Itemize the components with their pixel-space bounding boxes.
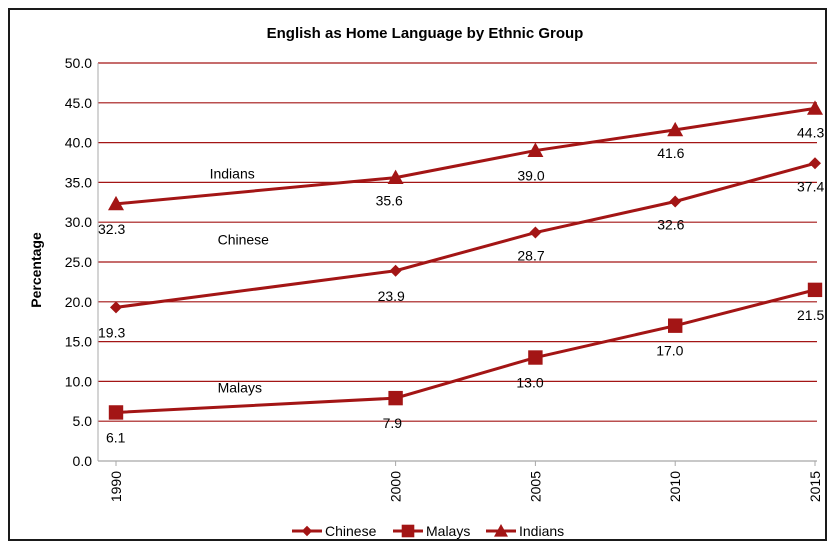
data-label: 32.3	[98, 221, 125, 237]
x-tick-label: 2005	[527, 471, 543, 502]
y-tick-label: 35.0	[65, 174, 92, 190]
data-label: 23.9	[378, 288, 405, 304]
data-label: 44.3	[797, 124, 824, 140]
y-tick-label: 40.0	[65, 135, 92, 151]
y-tick-label: 45.0	[65, 95, 92, 111]
series-chinese: 19.3 23.9 28.7 32.6 37.4 Chinese	[98, 157, 824, 340]
data-point	[388, 390, 403, 406]
data-label: 39.0	[517, 168, 544, 184]
y-axis-label: Percentage	[28, 232, 44, 308]
x-tick-label: 2010	[667, 471, 683, 502]
data-point	[527, 142, 544, 157]
data-label: 7.9	[383, 415, 403, 431]
y-tick-label: 30.0	[65, 214, 92, 230]
series-line	[115, 106, 816, 206]
series-malays: 6.1 7.9 13.0 17.0 21.5 Malays	[106, 282, 824, 445]
data-point	[809, 157, 821, 170]
data-point	[807, 100, 823, 115]
series-inline-label: Malays	[218, 380, 262, 396]
y-tick-label: 25.0	[65, 254, 92, 270]
legend-item-malays: Malays	[393, 523, 470, 539]
data-label: 28.7	[517, 248, 544, 264]
x-axis-ticks: 1990 2000 2005 2010 2015	[108, 461, 823, 502]
legend-marker	[401, 524, 415, 538]
data-label: 35.6	[376, 193, 403, 209]
y-tick-label: 5.0	[73, 413, 93, 429]
series-indians: 32.3 35.6 39.0 41.6 44.3 Indians	[98, 100, 824, 237]
series-group: 19.3 23.9 28.7 32.6 37.4 Chinese 6.1 7.9 13.0 17.…	[98, 100, 824, 445]
data-label: 41.6	[657, 145, 684, 161]
chart-frame	[8, 8, 827, 541]
legend-item-indians: Indians	[486, 523, 564, 539]
data-label: 21.5	[797, 307, 824, 323]
series-inline-label: Indians	[210, 165, 255, 181]
gridlines	[97, 62, 817, 462]
legend-marker	[301, 525, 313, 537]
chart-title: English as Home Language by Ethnic Group	[267, 25, 584, 42]
data-point	[108, 405, 124, 420]
data-point	[108, 195, 124, 211]
series-inline-label: Chinese	[218, 231, 270, 247]
legend-label: Chinese	[325, 523, 377, 539]
legend: Chinese Malays Indians	[292, 523, 564, 539]
y-tick-label: 15.0	[65, 334, 92, 350]
y-tick-label: 50.0	[65, 55, 92, 71]
legend-marker	[494, 524, 508, 537]
data-point	[668, 318, 683, 333]
data-label: 6.1	[106, 429, 126, 445]
data-point	[669, 195, 682, 208]
y-tick-label: 10.0	[65, 373, 92, 389]
x-tick-label: 2015	[807, 471, 823, 502]
data-point	[667, 121, 684, 137]
data-label: 17.0	[656, 343, 683, 359]
data-point	[387, 169, 404, 185]
y-axis-ticks: 0.0 5.0 10.0 15.0 20.0 25.0 30.0 35.0 40.0 45.0 50…	[65, 55, 92, 469]
x-tick-label: 1990	[108, 471, 124, 502]
data-label: 32.6	[657, 217, 684, 233]
y-tick-label: 0.0	[73, 453, 93, 469]
data-label: 19.3	[98, 324, 125, 340]
data-point	[528, 350, 543, 365]
data-point	[389, 264, 402, 277]
y-tick-label: 20.0	[65, 294, 92, 310]
x-tick-label: 2000	[388, 471, 404, 502]
legend-label: Malays	[426, 523, 470, 539]
data-point	[529, 226, 542, 239]
data-label: 37.4	[797, 178, 824, 194]
legend-label: Indians	[519, 523, 564, 539]
data-label: 13.0	[516, 375, 543, 391]
legend-item-chinese: Chinese	[292, 523, 377, 539]
data-point	[807, 282, 823, 298]
data-point	[110, 301, 122, 314]
